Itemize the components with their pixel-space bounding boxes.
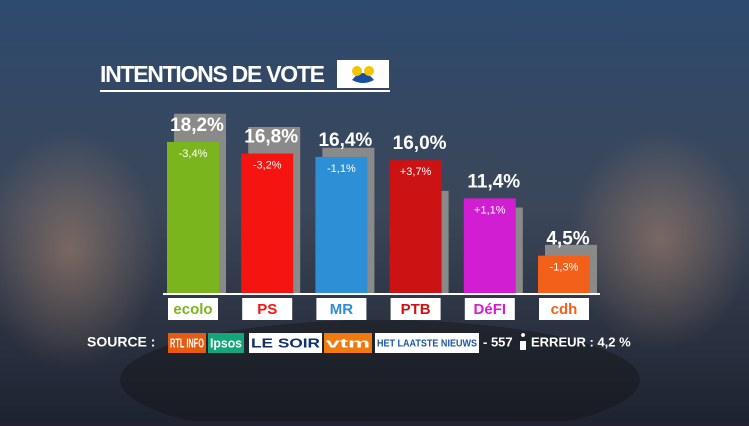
change-label: +1,1% — [474, 204, 506, 216]
party-logo — [539, 298, 589, 320]
value-label: 16,8% — [244, 127, 298, 148]
value-label: 11,4% — [467, 171, 520, 192]
source-name: HET LAATSTE NIEUWS — [377, 339, 477, 350]
source-logo — [375, 333, 479, 353]
bar — [315, 156, 368, 293]
bar — [167, 141, 219, 293]
chart-title: INTENTIONS DE VOTE — [100, 61, 325, 87]
change-label: -1,1% — [327, 163, 356, 175]
margin-of-error: ERREUR : 4,2 % — [531, 334, 631, 349]
party-name: MR — [330, 301, 353, 318]
party-logo — [390, 298, 441, 320]
value-label: 16,4% — [318, 130, 372, 151]
party-logo — [242, 298, 293, 320]
source-logo — [324, 333, 372, 353]
change-label: -3,4% — [179, 148, 208, 160]
change-label: +3,7% — [400, 166, 432, 178]
party-name: PS — [257, 301, 277, 318]
party-name: DéFI — [474, 301, 507, 318]
party-logo — [316, 298, 367, 320]
change-label: -1,3% — [550, 262, 579, 274]
bar — [241, 153, 294, 293]
background-blur — [570, 130, 749, 350]
value-label: 18,2% — [170, 115, 224, 136]
party-name: PTB — [401, 301, 431, 318]
region-logo-iris — [364, 66, 374, 76]
sample-size: - 557 — [483, 334, 513, 349]
value-label: 16,0% — [393, 133, 447, 154]
party-name: cdh — [551, 301, 578, 318]
source-label: SOURCE : — [87, 334, 155, 350]
change-label: -3,2% — [253, 159, 282, 171]
bar — [538, 255, 590, 293]
party-logo — [464, 298, 515, 320]
people-icon — [520, 333, 526, 350]
source-logo — [249, 333, 322, 353]
background-blur — [0, 130, 160, 370]
region-logo-iris — [352, 66, 362, 76]
source-name: LE SOIR — [251, 335, 321, 350]
source-logo — [168, 333, 206, 353]
party-logo — [168, 298, 218, 320]
bar — [463, 198, 516, 293]
source-name: Ipsos — [210, 335, 242, 350]
party-name: ecolo — [173, 301, 212, 318]
source-name: RTL INFO — [170, 335, 204, 350]
source-name: vtm — [326, 335, 370, 350]
value-label: 4,5% — [546, 229, 589, 250]
bar — [389, 160, 442, 293]
source-logo — [208, 333, 244, 353]
